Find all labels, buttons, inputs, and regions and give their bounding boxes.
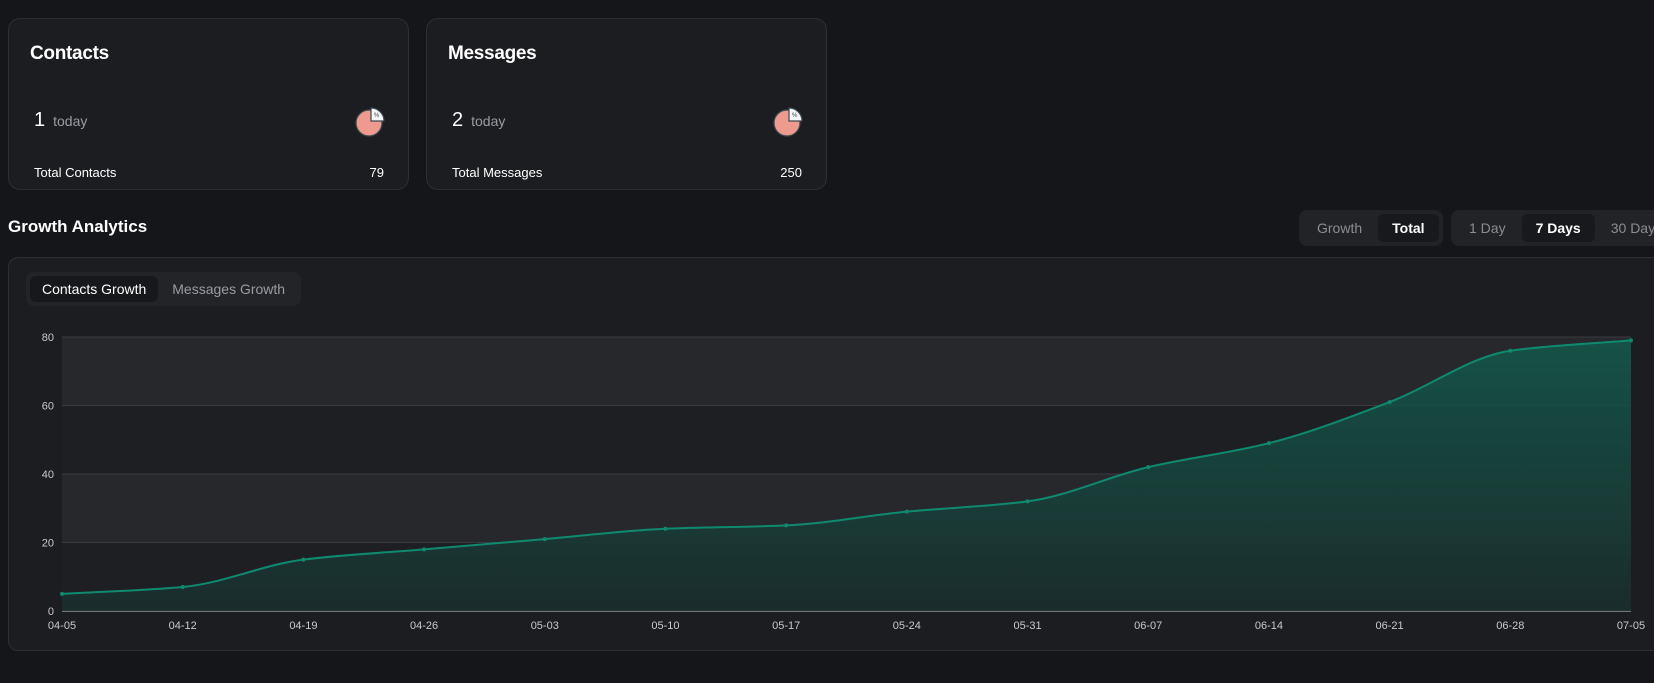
section-title: Growth Analytics: [8, 217, 148, 236]
data-point: [422, 547, 427, 552]
mode-toggle: Growth Total: [1299, 210, 1443, 246]
x-tick-label: 04-05: [48, 620, 76, 632]
data-point: [784, 523, 789, 528]
y-tick-label: 20: [42, 538, 54, 550]
data-point: [542, 537, 547, 542]
data-point: [60, 591, 64, 596]
x-tick-label: 05-31: [1013, 620, 1041, 632]
x-tick-label: 04-26: [410, 620, 438, 632]
y-tick-label: 40: [42, 469, 54, 481]
data-point: [904, 509, 909, 514]
today-label: today: [53, 113, 88, 129]
svg-text:%: %: [792, 113, 798, 119]
x-tick-label: 06-07: [1134, 620, 1162, 632]
card-title: Messages: [448, 43, 537, 64]
card-title: Contacts: [30, 43, 109, 64]
mode-total-button[interactable]: Total: [1378, 214, 1439, 242]
y-tick-label: 60: [42, 401, 54, 413]
data-point: [1025, 499, 1030, 504]
x-tick-label: 05-24: [893, 620, 921, 632]
range-1-day-button[interactable]: 1 Day: [1469, 220, 1506, 236]
messages-card: Messages 2 today % Total Messages 250: [426, 18, 827, 190]
svg-text:%: %: [374, 113, 380, 119]
growth-chart: 0 20 40 60 80 04-05 04-12 04-19 04-26 05-03 05-10 0…: [42, 332, 1645, 632]
tab-contacts-growth[interactable]: Contacts Growth: [30, 276, 159, 302]
area-fill: [62, 340, 1631, 611]
today-label: today: [471, 113, 506, 129]
total-value: 250: [780, 165, 802, 180]
today-stat: 1 today: [34, 109, 87, 132]
grid-band: [62, 337, 1631, 406]
x-tick-label: 04-12: [169, 620, 197, 632]
x-tick-label: 06-14: [1255, 620, 1283, 632]
pie-chart-icon: %: [355, 107, 385, 137]
tab-messages-growth[interactable]: Messages Growth: [172, 281, 286, 297]
chart-tabs: Contacts Growth Messages Growth: [26, 272, 302, 306]
total-label: Total Contacts: [34, 165, 117, 180]
x-tick-label: 07-05: [1617, 620, 1645, 632]
data-point: [1629, 338, 1633, 343]
data-point: [1387, 400, 1392, 405]
data-point: [1266, 441, 1271, 446]
data-point: [301, 557, 306, 562]
x-tick-label: 06-28: [1496, 620, 1524, 632]
x-tick-label: 05-10: [651, 620, 679, 632]
pie-chart-icon: %: [773, 107, 803, 137]
range-7-days-button[interactable]: 7 Days: [1521, 214, 1595, 242]
mode-growth-button[interactable]: Growth: [1317, 220, 1363, 236]
x-tick-label: 06-21: [1376, 620, 1404, 632]
y-tick-label: 80: [42, 332, 54, 344]
total-value: 79: [369, 165, 384, 180]
y-tick-label: 0: [48, 606, 54, 618]
data-point: [1508, 348, 1513, 353]
x-tick-label: 05-17: [772, 620, 800, 632]
today-value: 1: [34, 109, 46, 131]
data-point: [663, 526, 668, 531]
today-stat: 2 today: [452, 109, 505, 132]
data-point: [180, 585, 185, 590]
contacts-card: Contacts 1 today % Total Contacts 79: [8, 18, 409, 190]
total-label: Total Messages: [452, 165, 543, 180]
data-point: [1146, 465, 1151, 470]
x-tick-label: 05-03: [531, 620, 559, 632]
range-30-days-button[interactable]: 30 Days: [1610, 220, 1654, 236]
x-tick-label: 04-19: [289, 620, 317, 632]
range-toggle: 1 Day 7 Days 30 Days: [1451, 210, 1654, 246]
series-line: [61, 339, 1632, 595]
today-value: 2: [452, 109, 464, 131]
